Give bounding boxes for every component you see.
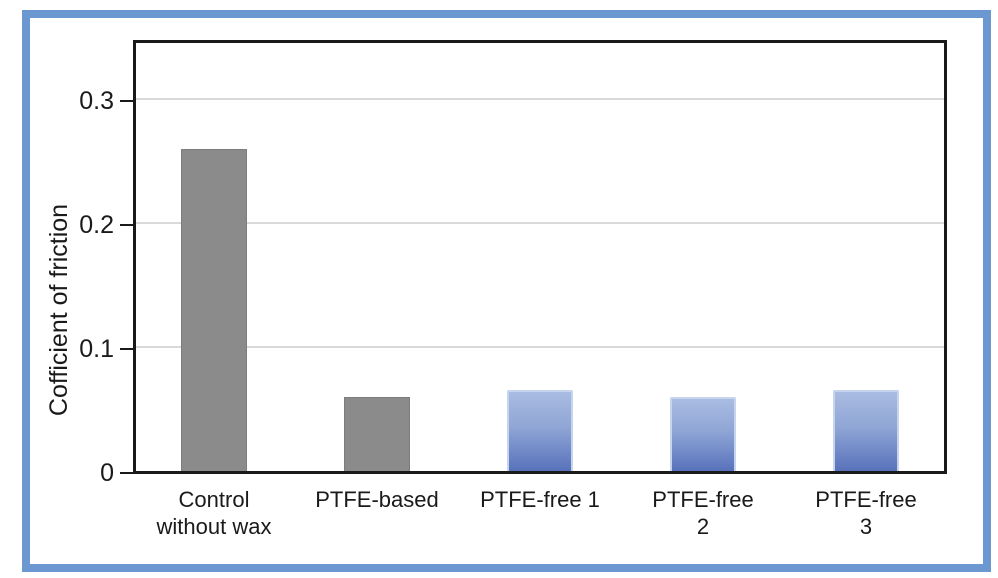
- y-tick-label-0.2: 0.2: [79, 211, 114, 239]
- x-axis-label-line: PTFE-based: [315, 487, 439, 512]
- x-axis-label-control-without-wax: Control without wax: [119, 486, 309, 540]
- gridline-0.1: [136, 346, 944, 348]
- y-tick-0: [120, 472, 133, 474]
- x-axis-label-line: 3: [859, 514, 873, 539]
- bar-ptfe-free-2: [670, 397, 736, 471]
- bar-control-without-wax: [181, 149, 247, 471]
- y-tick-label-0.3: 0.3: [79, 87, 114, 115]
- x-axis-label-line: 2: [696, 514, 710, 539]
- x-axis-label-ptfe-free-1: PTFE-free 1: [445, 486, 635, 513]
- bar-ptfe-based: [344, 397, 410, 471]
- gridline-0.2: [136, 222, 944, 224]
- y-tick-label-0.1: 0.1: [79, 335, 114, 363]
- x-axis-label-ptfe-free-3: PTFE-free 3: [771, 486, 961, 540]
- x-axis-label-line: PTFE-free: [815, 487, 917, 512]
- y-tick-label-0: 0: [100, 459, 114, 487]
- plot-area: [133, 40, 947, 474]
- x-axis-label-ptfe-based: PTFE-based: [282, 486, 472, 513]
- x-axis-label-line: without wax: [156, 514, 272, 539]
- x-axis-label-line: PTFE-free 1: [480, 487, 600, 512]
- x-axis-label-line: Control: [178, 487, 250, 512]
- x-axis-label-line: PTFE-free: [652, 487, 754, 512]
- x-axis-label-ptfe-free-2: PTFE-free 2: [608, 486, 798, 540]
- y-tick-0.2: [120, 224, 133, 226]
- y-axis-title: Cofficient of friction: [45, 203, 73, 417]
- bar-ptfe-free-1: [507, 390, 573, 471]
- bar-ptfe-free-3: [833, 390, 899, 471]
- y-tick-0.1: [120, 348, 133, 350]
- gridline-0.3: [136, 98, 944, 100]
- y-tick-0.3: [120, 100, 133, 102]
